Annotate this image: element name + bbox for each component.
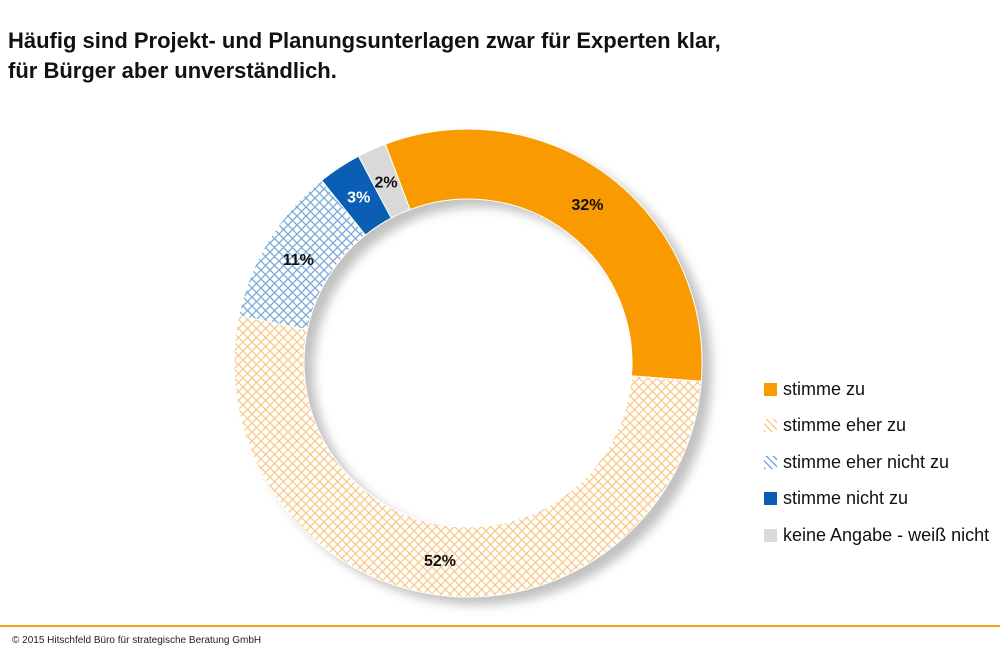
- data-label-4: 3%: [347, 190, 370, 207]
- legend-swatch: [764, 492, 777, 506]
- legend-label: stimme nicht zu: [783, 488, 909, 509]
- legend-swatch: [764, 419, 777, 433]
- legend-label: keine Angabe - weiß nicht: [783, 524, 990, 545]
- legend: stimme zu stimme eher zu stimme eher nicht…: [764, 371, 989, 554]
- legend-item-2: stimme eher zu: [764, 408, 989, 445]
- data-label-3: 11%: [283, 252, 314, 269]
- legend-item-5: keine Angabe - weiß nicht: [764, 517, 989, 554]
- donut-slice-2: [233, 314, 702, 598]
- title-line-1: Häufig sind Projekt- und Planungsunterla…: [8, 28, 721, 53]
- data-label-5: 2%: [375, 175, 398, 192]
- donut-slice-5: [357, 143, 411, 219]
- data-label-1: 32%: [571, 197, 603, 214]
- data-label-2: 52%: [424, 553, 456, 570]
- legend-label: stimme eher zu: [783, 415, 907, 436]
- donut-slice-1: [384, 128, 703, 382]
- legend-item-3: stimme eher nicht zu: [764, 444, 989, 481]
- legend-swatch: [764, 528, 777, 542]
- legend-swatch: [764, 455, 777, 469]
- legend-item-1: stimme zu: [764, 371, 989, 408]
- legend-item-4: stimme nicht zu: [764, 481, 989, 518]
- footer-divider: [0, 625, 1000, 627]
- donut-chart: 32% 52% 11% 3% 2%: [233, 128, 712, 605]
- chart-title: Häufig sind Projekt- und Planungsunterla…: [8, 26, 721, 86]
- legend-swatch: [764, 382, 777, 396]
- legend-label: stimme zu: [783, 378, 866, 399]
- title-line-2: für Bürger aber unverständlich.: [8, 58, 337, 83]
- legend-label: stimme eher nicht zu: [783, 451, 950, 472]
- copyright-footer: © 2015 Hitschfeld Büro für strategische …: [12, 635, 262, 646]
